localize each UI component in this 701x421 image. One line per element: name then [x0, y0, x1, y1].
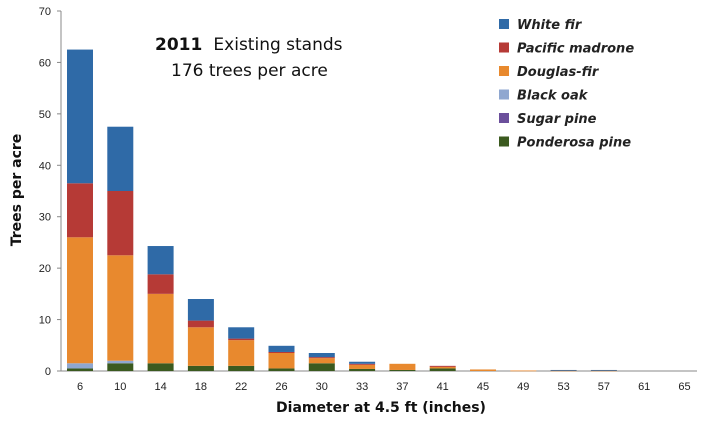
bar-ponderosa-pine-10: [107, 363, 134, 371]
legend-label: White fir: [517, 18, 583, 33]
annotation-year: 2011: [155, 35, 202, 55]
bar-pacific-madrone-41: [429, 365, 456, 367]
legend-label: Ponderosa pine: [517, 136, 631, 151]
annotation-line-2: 176 trees per acre: [171, 61, 328, 81]
bar-douglas-fir-22: [228, 340, 255, 366]
legend: White fir Pacific madrone Douglas-fir Black…: [499, 18, 634, 151]
bar-douglas-fir-10: [107, 255, 134, 361]
bar-white-fir-57: [590, 369, 617, 371]
x-tick-label: 14: [154, 381, 166, 393]
y-tick-label: 40: [39, 160, 51, 172]
legend-swatch-ponderosa-pine: [499, 136, 509, 147]
bar-douglas-fir-57: [590, 370, 617, 372]
bar-white-fir-30: [308, 353, 335, 358]
bar-douglas-fir-49: [510, 370, 537, 372]
x-tick-label: 18: [195, 381, 207, 393]
y-ticks: 0 10 20 30 40 50 60 70: [39, 6, 61, 378]
legend-swatch-white-fir: [499, 19, 509, 29]
bar-douglas-fir-6: [67, 237, 93, 364]
legend-swatch-douglas-fir: [499, 66, 509, 76]
bar-black-oak-10: [107, 360, 134, 364]
x-tick-label: 10: [114, 381, 126, 393]
bar-ponderosa-pine-18: [187, 365, 214, 371]
bar-ponderosa-pine-26: [268, 368, 295, 371]
bar-pacific-madrone-26: [268, 351, 295, 353]
bar-douglas-fir-45: [470, 369, 496, 371]
x-axis-title: Diameter at 4.5 ft (inches): [276, 400, 486, 416]
bar-white-fir-33: [349, 361, 376, 364]
x-tick-label: 33: [356, 381, 368, 393]
bar-white-fir-14: [147, 246, 174, 275]
bar-ponderosa-pine-30: [308, 363, 335, 371]
y-tick-label: 0: [45, 366, 51, 378]
bar-black-oak-6: [67, 363, 93, 369]
bar-white-fir-22: [228, 327, 255, 339]
bar-pacific-madrone-10: [107, 191, 134, 256]
y-tick-label: 10: [39, 315, 51, 327]
x-tick-label: 30: [316, 381, 328, 393]
legend-swatch-black-oak: [499, 89, 509, 100]
y-tick-label: 50: [39, 109, 51, 121]
x-tick-label: 26: [275, 381, 287, 393]
x-tick-label: 41: [437, 381, 449, 393]
bar-ponderosa-pine-22: [228, 365, 255, 371]
bar-pacific-madrone-6: [67, 183, 93, 238]
y-tick-label: 20: [39, 263, 51, 275]
y-tick-label: 30: [39, 212, 51, 224]
bar-white-fir-26: [268, 345, 295, 352]
bar-pacific-madrone-33: [349, 363, 376, 365]
bar-white-fir-10: [107, 126, 134, 191]
bar-ponderosa-pine-33: [349, 368, 376, 371]
x-tick-label: 61: [638, 381, 650, 393]
x-tick-label: 65: [678, 381, 690, 393]
y-tick-label: 60: [39, 57, 51, 69]
bar-douglas-fir-33: [349, 364, 376, 369]
bar-ponderosa-pine-6: [67, 368, 93, 371]
bar-white-fir-53: [550, 369, 577, 371]
bar-white-fir-6: [67, 49, 93, 184]
svg-text:2011 Existing stands: 2011 Existing stands: [155, 35, 343, 55]
bars: [67, 49, 617, 372]
x-tick-label: 45: [477, 381, 489, 393]
bar-douglas-fir-37: [389, 363, 416, 370]
bar-pacific-madrone-30: [308, 357, 335, 359]
x-tick-label: 22: [235, 381, 247, 393]
legend-label: Black oak: [517, 89, 589, 104]
bar-ponderosa-pine-37: [389, 369, 416, 371]
bar-ponderosa-pine-41: [429, 368, 456, 371]
bar-douglas-fir-26: [268, 353, 295, 369]
bar-douglas-fir-41: [429, 366, 456, 369]
x-tick-label: 53: [557, 381, 569, 393]
legend-swatch-pacific-madrone: [499, 42, 509, 53]
x-tick-label: 57: [598, 381, 610, 393]
x-tick-label: 37: [396, 381, 408, 393]
x-tick-label: 49: [517, 381, 529, 393]
legend-label: Sugar pine: [517, 112, 597, 127]
bar-douglas-fir-30: [308, 358, 335, 364]
legend-label: Douglas-fir: [517, 65, 600, 80]
bar-douglas-fir-53: [550, 370, 577, 372]
bar-pacific-madrone-22: [228, 338, 255, 341]
bar-douglas-fir-14: [147, 293, 174, 364]
y-tick-label: 70: [39, 6, 51, 18]
x-ticks: 610141822263033374145495357616569: [77, 381, 691, 393]
x-tick-label: 6: [77, 381, 83, 393]
legend-swatch-sugar-pine: [499, 113, 509, 123]
bar-douglas-fir-18: [187, 327, 214, 366]
bar-pacific-madrone-18: [187, 320, 214, 328]
bar-ponderosa-pine-14: [147, 363, 174, 371]
annotation-line-1: Existing stands: [213, 35, 342, 55]
bar-pacific-madrone-14: [147, 274, 174, 294]
y-axis-title: Trees per acre: [9, 134, 25, 247]
legend-label: Pacific madrone: [517, 42, 634, 57]
chart-annotation: 2011 Existing stands 176 trees per acre: [155, 35, 343, 81]
bar-white-fir-18: [187, 299, 214, 321]
